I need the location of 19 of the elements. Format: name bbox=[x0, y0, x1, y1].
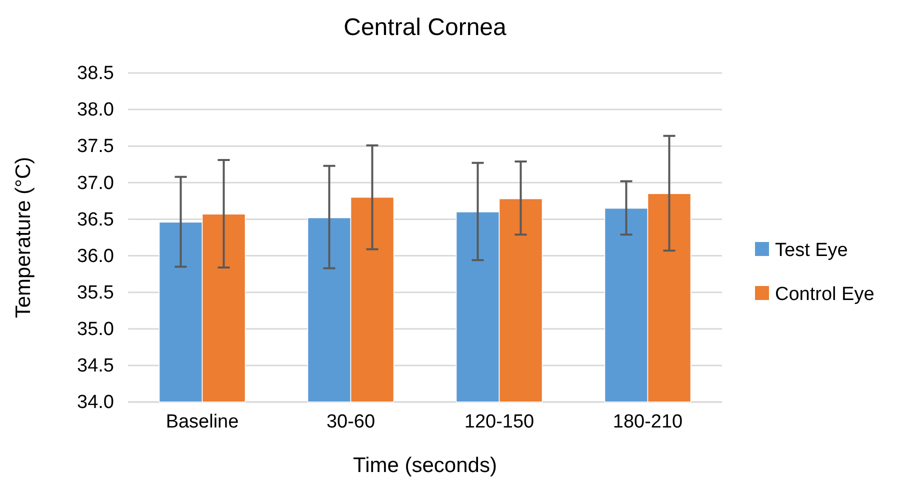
legend-label: Control Eye bbox=[775, 284, 874, 305]
y-tick-label: 38.5 bbox=[77, 63, 114, 84]
y-tick-label: 38.0 bbox=[77, 100, 114, 121]
x-tick-label: 180-210 bbox=[612, 411, 683, 432]
y-tick-label: 36.0 bbox=[77, 246, 114, 267]
y-tick-label: 37.0 bbox=[77, 172, 114, 194]
x-tick-label: 30-60 bbox=[326, 411, 376, 432]
y-tick-label: 34.5 bbox=[77, 356, 114, 377]
legend-label: Test Eye bbox=[775, 240, 848, 261]
y-tick-label: 35.0 bbox=[77, 318, 114, 340]
y-tick-label: 36.5 bbox=[77, 209, 114, 230]
chart-title: Central Cornea bbox=[344, 14, 508, 41]
x-tick-label: 120-150 bbox=[464, 411, 534, 432]
y-axis-title: Temperature (°C) bbox=[12, 156, 35, 318]
x-tick-label: Baseline bbox=[166, 411, 239, 432]
y-tick-label: 37.5 bbox=[77, 136, 114, 158]
y-tick-label: 34.0 bbox=[77, 392, 114, 414]
x-axis-title: Time (seconds) bbox=[353, 454, 497, 477]
y-tick-label: 35.5 bbox=[77, 282, 114, 304]
